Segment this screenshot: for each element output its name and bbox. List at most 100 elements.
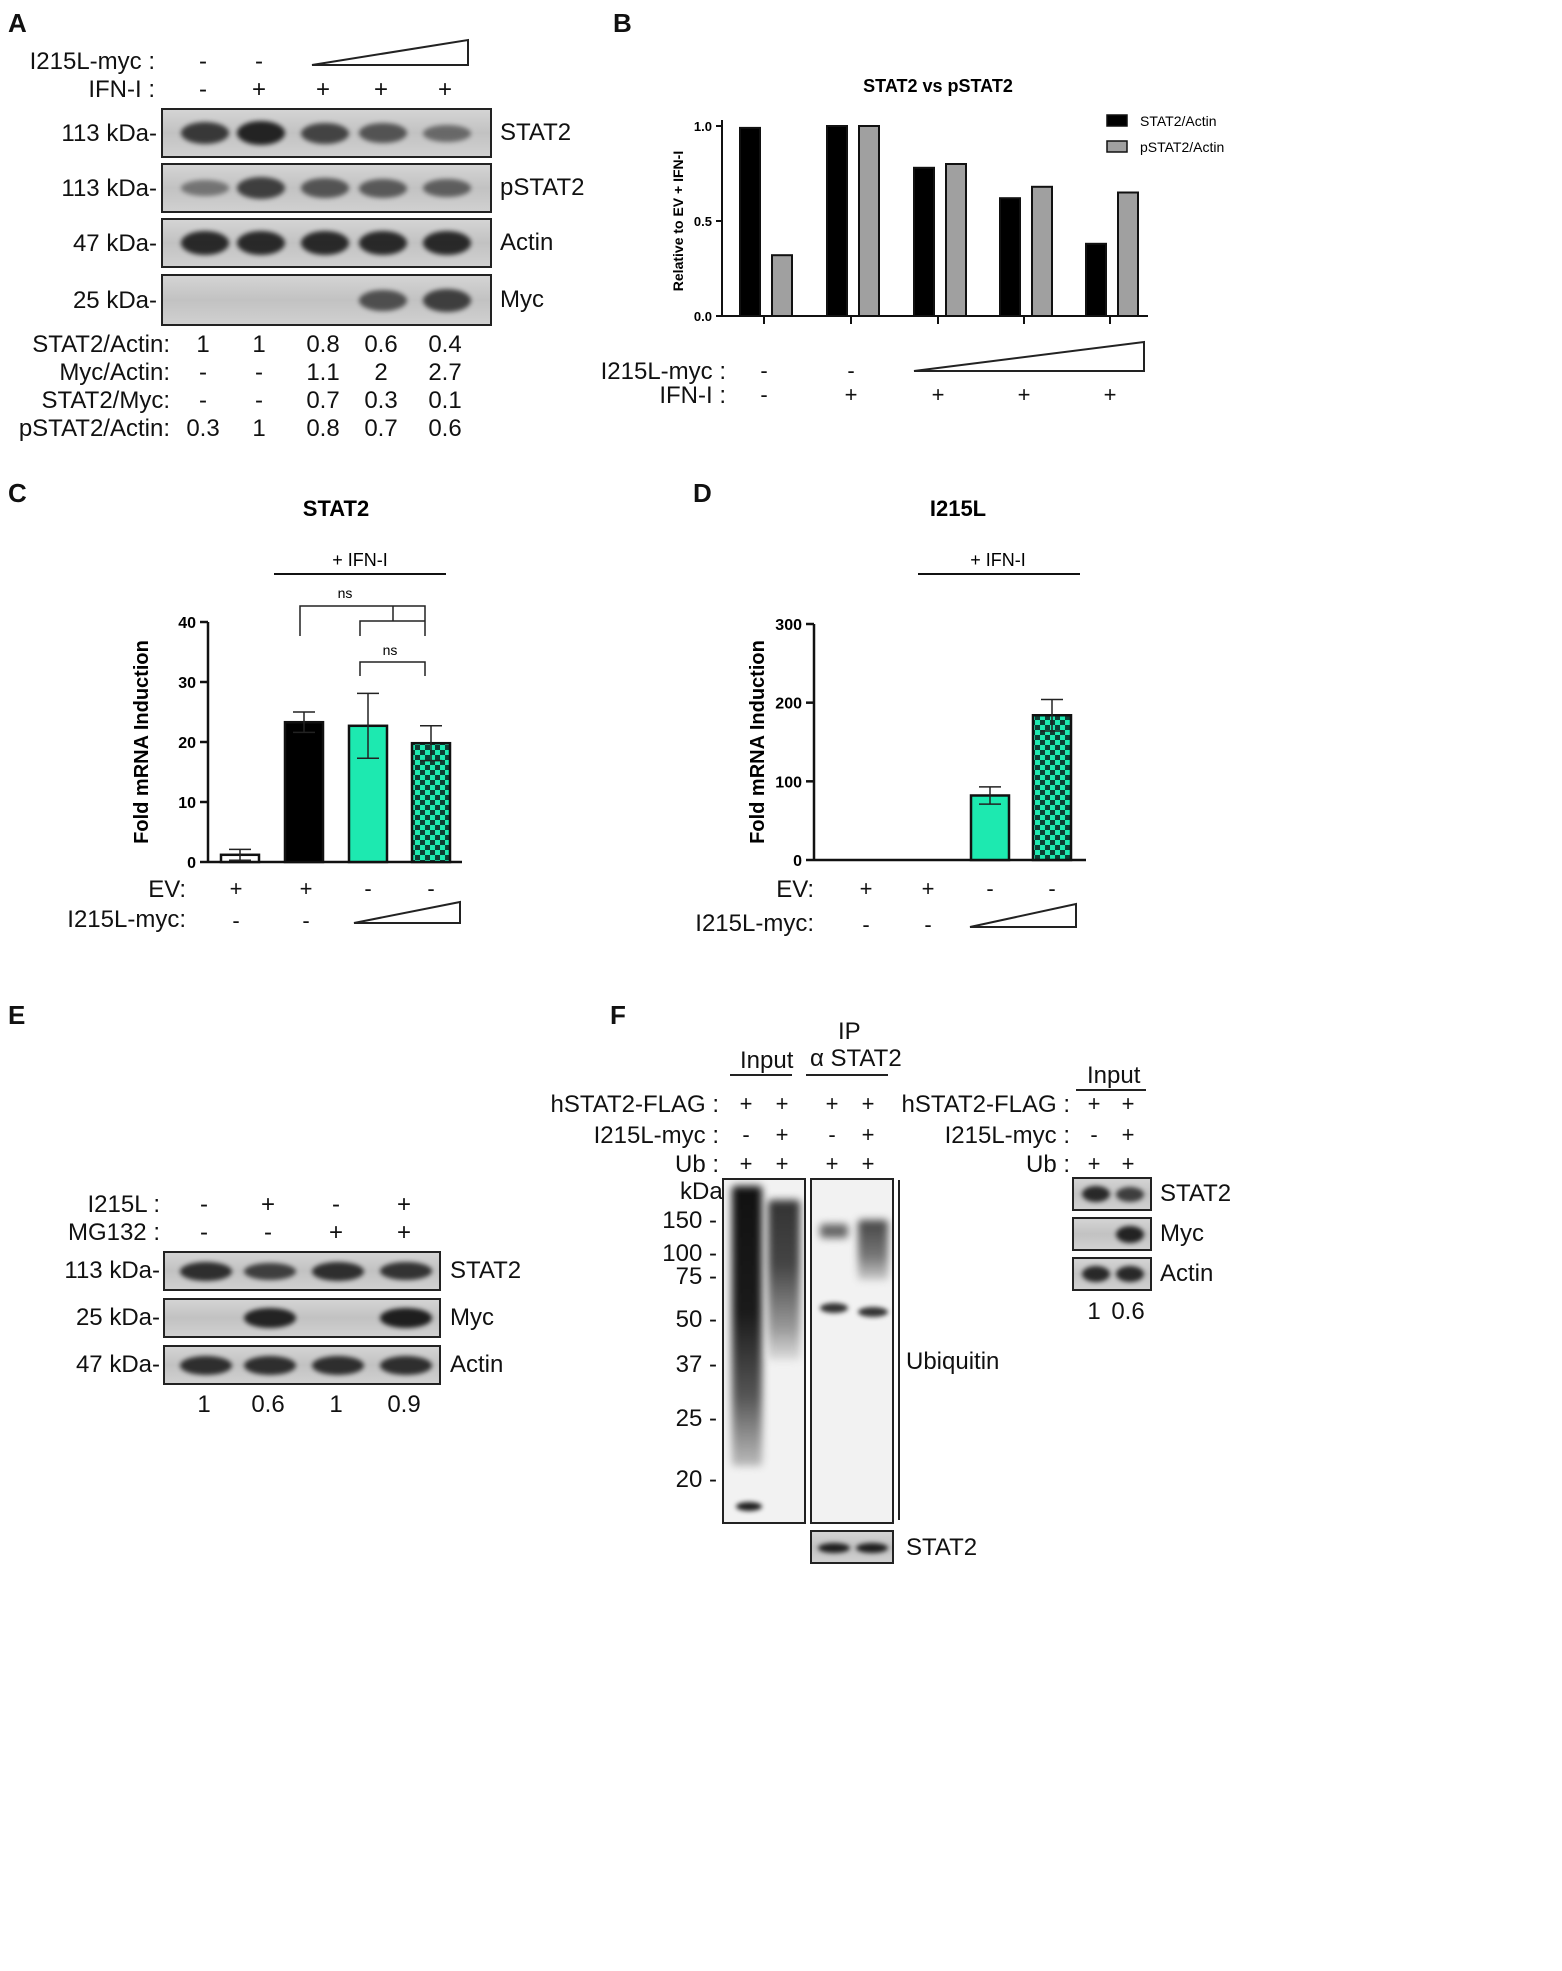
d-y-tick-label-0: 0 xyxy=(793,853,802,870)
f-right-row-label-ub: Ub : xyxy=(1025,1151,1070,1178)
f-ip-stat2-band-1 xyxy=(818,1543,850,1553)
b-ifn-sign-3: + xyxy=(931,382,945,407)
f-ip-label: IP xyxy=(838,1018,861,1045)
f-i215l-sign-1: - xyxy=(742,1122,750,1147)
a-i215l-sign-2: - xyxy=(255,48,263,75)
b-dose-wedge xyxy=(913,340,1145,372)
b-y-tick-label-0: 0.0 xyxy=(694,309,712,324)
e-blot-actin xyxy=(163,1345,441,1385)
b-bar-pstat2-3 xyxy=(945,163,967,317)
b-y-tick-label-2: 1.0 xyxy=(694,119,712,134)
b-bar-stat2-1 xyxy=(739,126,761,318)
d-ev-sign-4: - xyxy=(1048,876,1056,901)
f-flag-sign-3: + xyxy=(825,1091,839,1116)
b-chart-title: STAT2 vs pSTAT2 xyxy=(863,76,1013,96)
f-ip-stat2-band-2 xyxy=(856,1543,888,1553)
f-right-row-label-flag: hSTAT2-FLAG : xyxy=(901,1091,1070,1118)
a-blot-pstat2-band-3 xyxy=(301,178,349,198)
b-bar-pstat2-5 xyxy=(1117,191,1139,317)
f-right-blot-label-myc: Myc xyxy=(1160,1220,1204,1247)
f-marker-2: 100 - xyxy=(662,1240,717,1267)
f-kda-label: kDa xyxy=(680,1178,723,1205)
d-y-tick-label-1: 100 xyxy=(775,774,802,791)
e-blot-actin-band-1 xyxy=(180,1355,232,1375)
f-row-label-ub: Ub : xyxy=(674,1151,719,1178)
f-input-label: Input xyxy=(740,1047,794,1074)
c-y-tick-label-4: 40 xyxy=(178,615,196,632)
d-bar-4 xyxy=(1031,714,1073,862)
f-i215l-sign-3: - xyxy=(828,1122,836,1147)
f-row-label-flag: hSTAT2-FLAG : xyxy=(550,1091,719,1118)
f-ip-band-lane2-50 xyxy=(858,1307,888,1317)
a-quant-value-4-5: 0.6 xyxy=(428,415,462,442)
b-ifn-sign-4: + xyxy=(1017,382,1031,407)
b-y-axis-label: Relative to EV + IFN-I xyxy=(670,151,686,291)
e-blot-stat2-band-4 xyxy=(380,1262,432,1280)
a-quant-value-3-1: - xyxy=(199,387,207,414)
e-quant-value-2: 0.6 xyxy=(251,1391,285,1418)
a-blot-myc-band-5 xyxy=(423,288,471,312)
a-ifn-sign-4: + xyxy=(373,76,388,103)
e-mg132-sign-1: - xyxy=(200,1219,208,1246)
c-ev-sign-1: + xyxy=(229,876,243,901)
a-blot-stat2 xyxy=(161,108,492,158)
a-quant-value-4-1: 0.3 xyxy=(186,415,220,442)
a-blot-pstat2-band-5 xyxy=(423,179,471,197)
b-legend-swatch-2 xyxy=(1106,140,1128,153)
a-quant-label-4: pSTAT2/Actin: xyxy=(18,415,170,442)
panel-b-letter: B xyxy=(613,8,632,38)
f-right-blot-actin xyxy=(1072,1257,1152,1291)
e-mw-2: 25 kDa- xyxy=(75,1304,160,1331)
a-mw-4: 25 kDa- xyxy=(72,287,157,314)
b-i215l-sign-2: - xyxy=(847,358,855,383)
f-ip-band-lane1-50 xyxy=(820,1303,848,1313)
f-right-row-label-i215l: I215L-myc : xyxy=(944,1122,1070,1149)
c-ev-sign-3: - xyxy=(364,876,372,901)
c-row-label-ev: EV: xyxy=(148,876,186,903)
a-ifn-sign-1: - xyxy=(199,76,207,103)
e-blot-myc xyxy=(163,1298,441,1338)
a-quant-value-1-1: 1 xyxy=(196,331,210,358)
a-blot-pstat2-band-1 xyxy=(181,180,229,196)
f-right-i215l-sign-2: + xyxy=(1121,1122,1135,1147)
chart-d: I215L 0 100 200 300 Fold mRNA Induction + IFN-… xyxy=(747,496,1086,870)
f-right-input-label: Input xyxy=(1087,1062,1141,1089)
d-i215l-sign-2: - xyxy=(924,912,932,937)
f-right-flag-sign-1: + xyxy=(1087,1091,1101,1116)
c-sig-bracket-lower xyxy=(359,661,426,676)
a-blot-actin xyxy=(161,218,492,268)
a-mw-3: 47 kDa- xyxy=(72,230,157,257)
c-bar-2 xyxy=(283,720,325,864)
e-blot-label-stat2: STAT2 xyxy=(450,1257,522,1284)
a-quant-value-2-5: 2.7 xyxy=(428,359,462,386)
b-ifn-sign-2: + xyxy=(844,382,858,407)
f-ub-sign-4: + xyxy=(861,1151,875,1176)
chart-c: STAT2 0 10 20 30 40 Fold mRNA Induction + IFN-I… xyxy=(131,496,462,872)
f-right-blot-actin-band-1 xyxy=(1082,1266,1110,1282)
d-row-label-i215l: I215L-myc: xyxy=(695,910,814,937)
f-flag-sign-2: + xyxy=(775,1091,789,1116)
e-blot-actin-band-2 xyxy=(244,1355,296,1375)
f-input-ubiquitin-blot xyxy=(722,1178,806,1524)
f-ip-ubiquitin-blot xyxy=(810,1178,894,1524)
c-i215l-sign-1: - xyxy=(232,908,240,933)
f-marker-5: 37 - xyxy=(675,1351,717,1378)
c-y-tick-label-3: 30 xyxy=(178,675,196,692)
d-ifn-bar-label: + IFN-I xyxy=(970,550,1026,570)
a-blot-label-myc: Myc xyxy=(500,286,544,313)
e-quant-value-4: 0.9 xyxy=(387,1391,421,1418)
f-ubi-smear-lane1 xyxy=(732,1186,762,1466)
a-quant-label-1: STAT2/Actin: xyxy=(32,331,170,358)
f-row-label-i215l: I215L-myc : xyxy=(593,1122,719,1149)
b-bar-pstat2-2 xyxy=(858,125,880,317)
f-ip-stat2-blot xyxy=(810,1530,894,1564)
f-i215l-sign-2: + xyxy=(775,1122,789,1147)
c-ev-sign-4: - xyxy=(427,876,435,901)
c-y-tick-label-2: 20 xyxy=(178,735,196,752)
a-quant-value-4-4: 0.7 xyxy=(364,415,398,442)
f-marker-3: 75 - xyxy=(675,1263,717,1290)
e-blot-stat2-band-3 xyxy=(312,1261,364,1281)
f-right-ub-sign-2: + xyxy=(1121,1151,1135,1176)
a-blot-myc xyxy=(161,274,492,326)
